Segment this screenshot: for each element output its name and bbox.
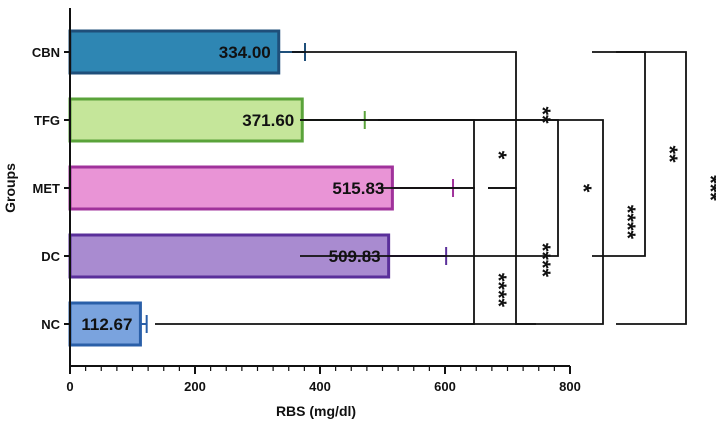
significance-label: * (486, 151, 511, 160)
significance-label: **** (486, 273, 511, 308)
significance-label: **** (530, 243, 555, 278)
significance-label: **** (615, 205, 640, 240)
x-tick-label-400: 400 (309, 379, 331, 394)
y-tick-label-cbn: CBN (32, 45, 60, 60)
axes-layer: CBN TFG MET DC NC 0 200 400 600 800 (32, 8, 581, 394)
data-label-met: 515.83 (332, 179, 384, 198)
significance-label: * (571, 184, 596, 193)
x-tick-label-0: 0 (66, 379, 73, 394)
x-axis-title: RBS (mg/dl) (276, 403, 356, 419)
data-label-nc: 112.67 (81, 315, 132, 334)
y-axis-title: Groups (2, 163, 18, 213)
significance-bracket (300, 119, 604, 325)
y-tick-label-dc: DC (41, 249, 60, 264)
significance-label: ** (530, 106, 555, 124)
data-label-cbn: 334.00 (219, 43, 271, 62)
y-tick-label-tfg: TFG (34, 113, 60, 128)
significance-label: ** (657, 145, 682, 163)
x-tick-label-600: 600 (434, 379, 456, 394)
significance-label: *** (698, 175, 716, 201)
x-tick-label-200: 200 (184, 379, 206, 394)
y-tick-label-met: MET (33, 181, 61, 196)
significance-bracket (616, 51, 687, 325)
y-tick-label-nc: NC (41, 317, 60, 332)
x-tick-label-800: 800 (559, 379, 581, 394)
significance-layer: ********************* (155, 51, 716, 325)
data-label-tfg: 371.60 (242, 111, 294, 130)
